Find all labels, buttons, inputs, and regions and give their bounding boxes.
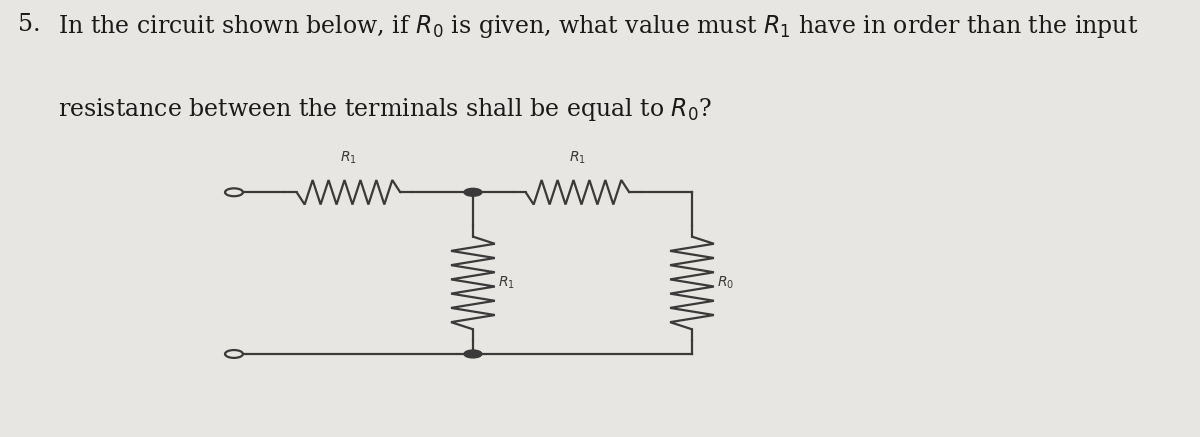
Text: $R_1$: $R_1$ [340,149,356,166]
Circle shape [464,350,482,358]
Text: $R_1$: $R_1$ [498,275,515,291]
Text: 5.: 5. [18,13,41,36]
Text: In the circuit shown below, if $R_0$ is given, what value must $R_1$ have in ord: In the circuit shown below, if $R_0$ is … [58,13,1138,40]
Circle shape [226,188,242,196]
Text: $R_1$: $R_1$ [569,149,586,166]
Text: resistance between the terminals shall be equal to $R_0$?: resistance between the terminals shall b… [58,96,712,123]
Text: $R_0$: $R_0$ [716,275,734,291]
Circle shape [226,350,242,358]
Circle shape [464,188,482,196]
